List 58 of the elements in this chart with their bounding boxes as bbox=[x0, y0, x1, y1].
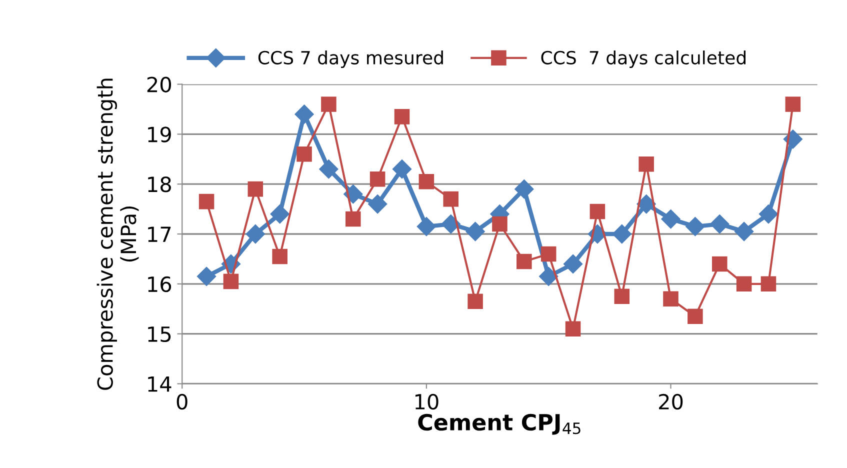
x-tick-label: 10 bbox=[415, 394, 438, 410]
point bbox=[565, 321, 581, 336]
point bbox=[492, 216, 508, 232]
point bbox=[198, 194, 214, 210]
point bbox=[760, 276, 776, 292]
legend-label: CCS 7 days calculeted bbox=[541, 50, 746, 68]
point bbox=[296, 146, 312, 162]
point bbox=[321, 96, 336, 112]
point bbox=[272, 248, 288, 264]
y-tick-label: 18 bbox=[148, 176, 171, 192]
point bbox=[370, 171, 386, 187]
x-tick-label: 0 bbox=[176, 394, 188, 410]
y-tick-label: 14 bbox=[148, 376, 172, 392]
point bbox=[418, 174, 434, 190]
point bbox=[661, 209, 680, 229]
point bbox=[539, 266, 558, 286]
y-axis-title: Compressive cement strength (MPa) bbox=[96, 78, 139, 390]
point bbox=[345, 211, 361, 227]
point bbox=[416, 216, 436, 236]
point bbox=[734, 222, 754, 242]
point bbox=[248, 181, 264, 197]
point bbox=[736, 276, 752, 292]
y-tick-label: 16 bbox=[148, 276, 172, 292]
y-tick-label: 15 bbox=[148, 326, 171, 342]
point bbox=[614, 288, 630, 304]
y-tick-label: 20 bbox=[147, 76, 171, 92]
point bbox=[223, 274, 239, 290]
point bbox=[712, 256, 728, 272]
point bbox=[710, 214, 730, 234]
point bbox=[466, 222, 485, 242]
point bbox=[368, 194, 388, 214]
x-tick-label: 20 bbox=[659, 394, 683, 410]
point bbox=[516, 254, 532, 270]
x-axis-title: Cement CPJ$_{45}$ bbox=[418, 414, 580, 435]
point bbox=[540, 246, 556, 262]
point bbox=[785, 96, 801, 112]
y-tick-label: 19 bbox=[148, 126, 171, 142]
point bbox=[394, 109, 410, 124]
point bbox=[443, 191, 459, 207]
point bbox=[663, 291, 678, 307]
y-tick-label: 17 bbox=[148, 226, 171, 242]
point bbox=[468, 294, 483, 310]
point bbox=[514, 180, 534, 199]
point bbox=[688, 308, 703, 324]
point bbox=[590, 204, 606, 220]
point bbox=[612, 224, 632, 244]
point bbox=[270, 204, 290, 224]
point bbox=[758, 204, 778, 224]
point bbox=[392, 160, 412, 179]
point bbox=[246, 224, 265, 244]
point bbox=[294, 104, 314, 124]
legend-label: CCS 7 days mesured bbox=[258, 50, 443, 68]
point bbox=[563, 254, 583, 274]
point bbox=[686, 216, 705, 236]
point bbox=[319, 160, 338, 179]
point bbox=[638, 156, 654, 172]
point bbox=[197, 266, 216, 286]
point bbox=[636, 194, 656, 214]
